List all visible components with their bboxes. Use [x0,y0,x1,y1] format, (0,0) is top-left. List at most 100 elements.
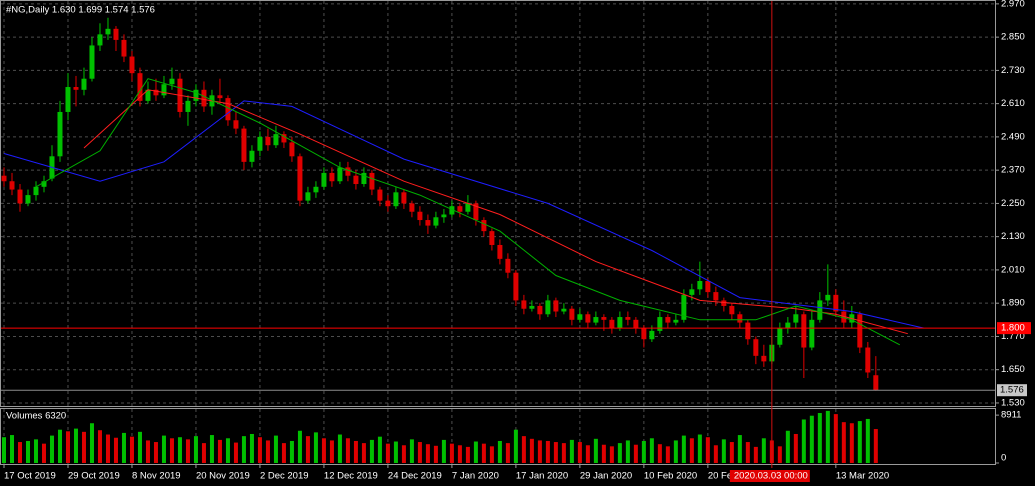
volume-tick-label: 0 [1001,453,1006,464]
candle-body [745,322,751,340]
volume-bar [41,443,46,463]
candle-body [249,150,255,162]
candle-body [705,281,711,293]
volume-bar [425,444,430,463]
volume-bar [593,438,598,463]
volume-bar [57,429,62,463]
volume-bar [481,443,486,463]
candle-body [121,39,127,57]
volume-bar [273,435,278,463]
y-tick-label: 2.370 [1001,165,1025,176]
volume-bar [865,418,870,463]
crosshair-label: 2020.03.03 00:00 [734,471,808,482]
candle-body [825,294,831,301]
candle-body [489,231,495,245]
candle-body [785,322,791,329]
candle-body [201,89,207,107]
volume-bar [73,428,78,463]
candle-body [697,281,703,290]
candle-body [809,319,815,348]
candle-body [25,195,31,204]
volume-bar [489,446,494,463]
crosshair-label-box [729,470,810,482]
y-tick-label: 2.970 [1001,0,1025,9]
candle-body [217,95,223,99]
candle-body [81,78,87,90]
candle-body [601,317,607,320]
volume-bar [97,430,102,463]
candle-body [193,89,199,101]
volume-bar [601,444,606,463]
volume-bar [617,443,622,463]
candle-body [41,181,47,187]
x-tick-label: 7 Jan 2020 [452,471,499,482]
volume-bar [233,442,238,463]
volume-tick-label: 8911 [1001,410,1021,421]
x-tick-label: 12 Dec 2019 [324,471,378,482]
candle-body [441,214,447,218]
y-tick-label: 1.890 [1001,298,1025,309]
volume-bar [521,436,526,463]
candle-body [817,300,823,320]
candle-body [569,308,575,320]
volume-bar [657,444,662,463]
candle-body [521,300,527,309]
candle-body [185,100,191,112]
volume-bar [49,435,54,463]
candle-body [33,186,39,196]
volume-bar [841,422,846,463]
candle-body [161,84,167,96]
volume-bar [473,441,478,463]
volume-bar [81,431,86,463]
candle-body [241,128,247,162]
candle-body [737,314,743,323]
candle-body [857,314,863,348]
candle-body [257,136,263,151]
y-tick-label: 1.650 [1001,364,1025,375]
volume-title: Volumes 6320 [6,411,66,422]
volume-bar [545,440,550,463]
candle-body [9,181,15,190]
candle-body [801,314,807,348]
candle-body [649,330,655,340]
volume-bar [433,445,438,463]
candle-body [17,189,23,204]
candle-body [689,289,695,295]
volume-bar [609,446,614,463]
candle-body [625,317,631,320]
volume-bar [241,436,246,463]
candle-body [481,220,487,232]
candle-body [105,28,111,35]
volume-bar [633,444,638,463]
candle-body [385,200,391,207]
volume-bar [89,423,94,463]
x-tick-label: 17 Oct 2019 [4,471,56,482]
candle-body [665,317,671,323]
candle-body [97,34,103,46]
candle-body [449,206,455,215]
y-tick-label: 2.490 [1001,131,1025,142]
candle-body [497,244,503,259]
volume-bar [417,442,422,463]
candle-body [713,292,719,301]
volume-bar [249,433,254,463]
volume-bar [673,440,678,463]
volume-bar [553,442,558,463]
volume-bar [641,440,646,463]
candle-body [393,192,399,207]
x-tick-label: 17 Jan 2020 [516,471,568,482]
candle-body [537,305,543,315]
candle-body [113,28,119,40]
volume-bar [377,436,382,463]
candle-body [289,142,295,157]
candle-body [777,328,783,345]
volume-bar [329,440,334,463]
candle-body [369,172,375,190]
volume-bar [169,438,174,463]
volume-bar [121,432,126,463]
candle-body [329,172,335,182]
candle-body [617,317,623,329]
volume-bar [337,434,342,463]
volume-bar [145,440,150,463]
candle-body [225,98,231,121]
